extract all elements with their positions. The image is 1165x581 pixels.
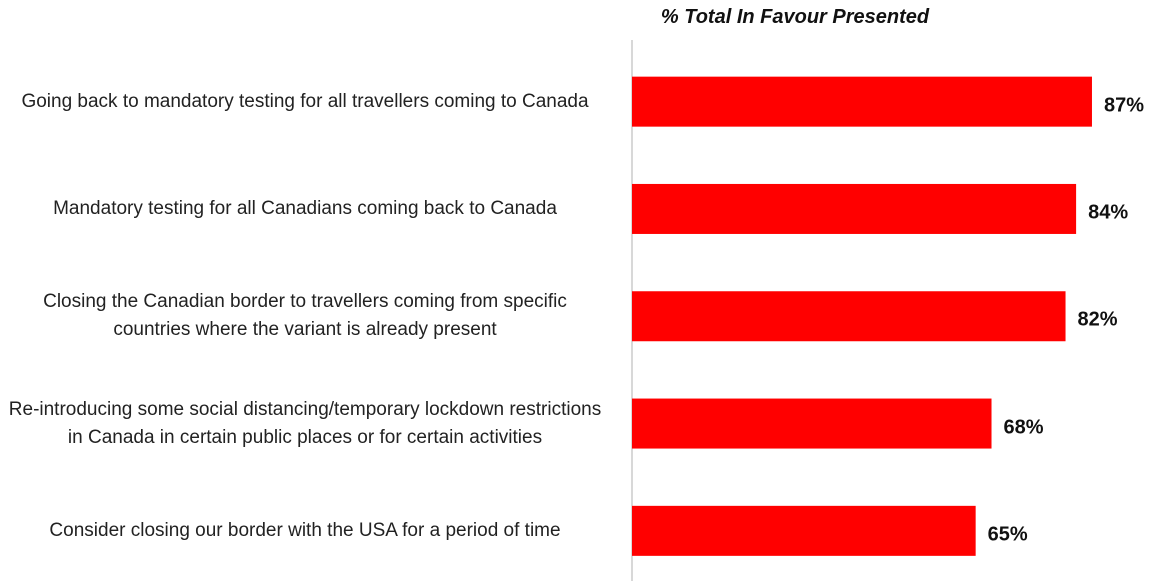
bar — [632, 291, 1066, 342]
category-label: Consider closing our border with the USA… — [49, 519, 561, 541]
category-label: Closing the Canadian border to traveller… — [43, 291, 567, 341]
value-label: 82% — [1077, 308, 1118, 331]
value-label: 84% — [1088, 201, 1129, 224]
value-label: 65% — [987, 523, 1028, 546]
category-label: Going back to mandatory testing for all … — [21, 90, 589, 112]
bar — [632, 76, 1092, 127]
value-label: 87% — [1103, 94, 1144, 117]
bar — [632, 398, 992, 449]
bar — [632, 183, 1077, 234]
bar — [632, 505, 976, 556]
category-label: Re-introducing some social distancing/te… — [8, 398, 602, 448]
chart-title: % Total In Favour Presented — [660, 6, 930, 28]
category-label: Mandatory testing for all Canadians comi… — [53, 197, 557, 219]
value-label: 68% — [1003, 416, 1044, 439]
